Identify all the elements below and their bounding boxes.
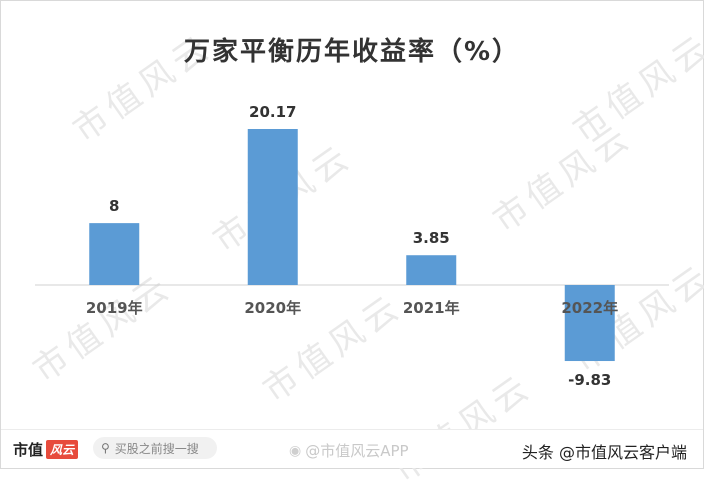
x-tick-label-2: 2021年 xyxy=(403,299,460,317)
x-tick-label-0: 2019年 xyxy=(86,299,143,317)
bar-0 xyxy=(89,223,140,285)
bar-2 xyxy=(406,255,457,285)
bar-3 xyxy=(564,285,615,362)
chart-title: 万家平衡历年收益率（%） xyxy=(183,37,521,67)
brand-logo[interactable]: 市值 风云 xyxy=(13,439,79,460)
data-label-0: 8 xyxy=(109,197,119,215)
weibo-handle: @市值风云APP xyxy=(305,442,409,460)
x-tick-label-3: 2022年 xyxy=(561,299,618,317)
x-tick-label-1: 2020年 xyxy=(244,299,301,317)
search-placeholder: 买股之前搜一搜 xyxy=(114,441,199,456)
bar-chart: 8 2019年 20.17 2020年 3.85 2021年 -9.83 2022年 xyxy=(35,103,669,389)
bar-1 xyxy=(247,129,298,285)
data-label-3: -9.83 xyxy=(568,371,611,389)
footer-bar: 市值 风云 ⚲ 买股之前搜一搜 ◉ @市值风云APP 头条 @市值风云客户端 xyxy=(1,429,703,468)
weibo-icon: ◉ xyxy=(289,442,302,459)
data-label-2: 3.85 xyxy=(413,229,450,247)
search-icon: ⚲ xyxy=(101,441,110,455)
data-label-1: 20.17 xyxy=(249,103,296,121)
weibo-watermark: ◉ @市值风云APP xyxy=(289,440,409,461)
brand-name: 市值 xyxy=(13,441,44,459)
brand-mark: 风云 xyxy=(46,440,79,459)
source-credit: 头条 @市值风云客户端 xyxy=(521,443,687,462)
search-box[interactable]: ⚲ 买股之前搜一搜 xyxy=(93,437,217,459)
